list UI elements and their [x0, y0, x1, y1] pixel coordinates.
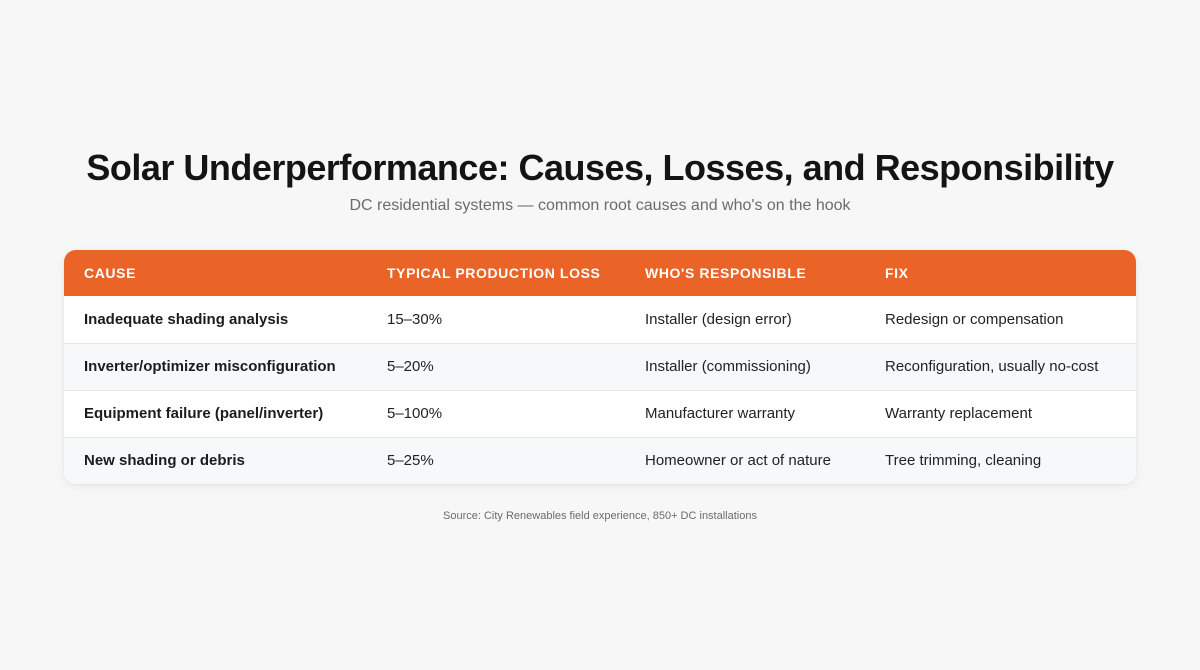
cell-cause: Equipment failure (panel/inverter) — [64, 389, 367, 437]
cell-production-loss: 15–30% — [387, 310, 443, 328]
cell-responsible: Installer (design error) — [645, 310, 792, 328]
cell-responsible: Homeowner or act of nature — [625, 436, 865, 484]
cell-fix: Reconfiguration, usually no-cost — [865, 342, 1136, 390]
cell-production-loss: 5–20% — [367, 342, 625, 390]
cell-fix: Warranty replacement — [865, 389, 1136, 437]
table-row: Equipment failure (panel/inverter) 5–100… — [64, 389, 1136, 437]
cell-cause: Inadequate shading analysis — [84, 310, 289, 328]
cell-production-loss: 5–25% — [367, 436, 625, 484]
table-row: New shading or debris 5–25% Homeowner or… — [64, 436, 1136, 484]
page-title: Solar Underperformance: Causes, Losses, … — [86, 147, 1114, 188]
cell-responsible: Manufacturer warranty — [625, 389, 865, 437]
header-fix: FIX — [885, 265, 909, 281]
header-production-loss: TYPICAL PRODUCTION LOSS — [387, 265, 601, 281]
table-row: Inverter/optimizer misconfiguration 5–20… — [64, 342, 1136, 390]
cell-fix: Tree trimming, cleaning — [865, 436, 1136, 484]
cell-fix: Redesign or compensation — [885, 310, 1064, 328]
cell-cause: Inverter/optimizer misconfiguration — [64, 342, 367, 390]
table-header-row: CAUSE TYPICAL PRODUCTION LOSS WHO'S RESP… — [64, 250, 1136, 296]
cell-cause: New shading or debris — [64, 436, 367, 484]
page-subtitle: DC residential systems — common root cau… — [349, 197, 851, 214]
header-cause: CAUSE — [84, 265, 137, 281]
source-note: Source: City Renewables field experience… — [443, 510, 757, 522]
table-card: CAUSE TYPICAL PRODUCTION LOSS WHO'S RESP… — [64, 250, 1136, 484]
cell-production-loss: 5–100% — [367, 389, 625, 437]
cell-responsible: Installer (commissioning) — [625, 342, 865, 390]
content: Solar Underperformance: Causes, Losses, … — [64, 146, 1136, 522]
header-responsible: WHO'S RESPONSIBLE — [645, 265, 807, 281]
table-row: Inadequate shading analysis 15–30% Insta… — [64, 296, 1136, 343]
data-table: CAUSE TYPICAL PRODUCTION LOSS WHO'S RESP… — [64, 250, 1136, 484]
